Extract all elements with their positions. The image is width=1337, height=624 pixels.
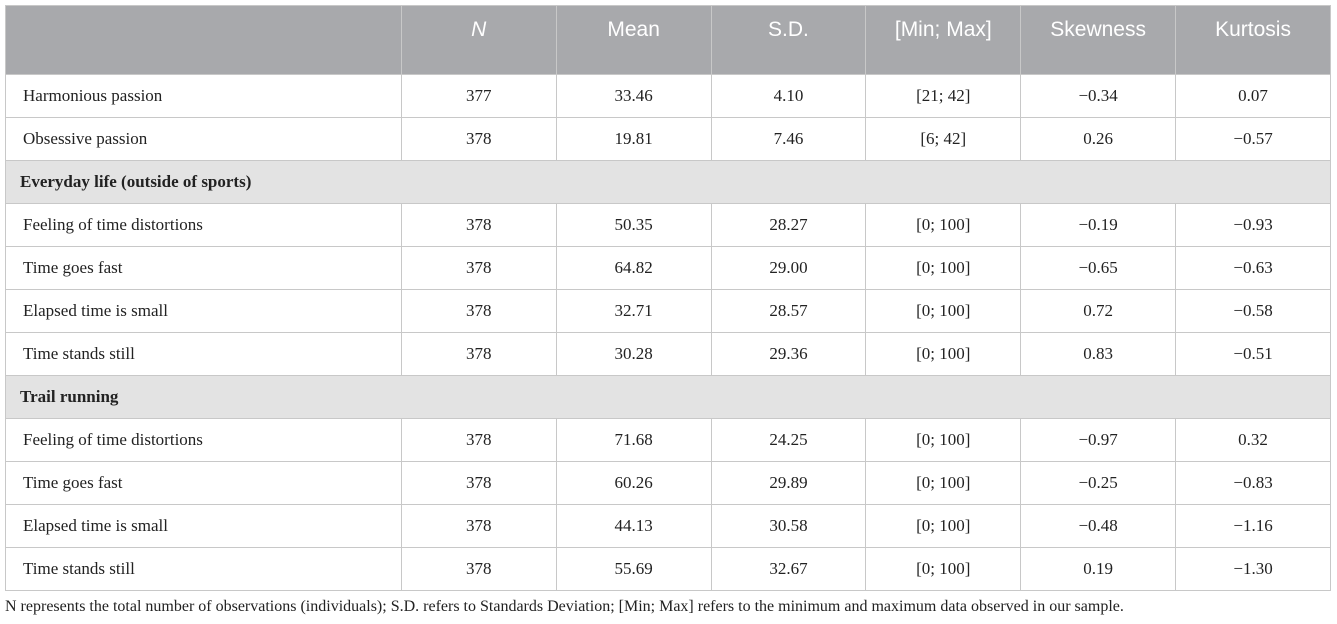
cell-sd: 29.00	[710, 246, 867, 290]
table-row: Obsessive passion 378 19.81 7.46 [6; 42]…	[5, 117, 1331, 161]
cell-n: 377	[400, 74, 557, 118]
table-row: Time stands still 378 55.69 32.67 [0; 10…	[5, 547, 1331, 591]
cell-kurtosis: −0.83	[1175, 461, 1331, 505]
cell-minmax: [0; 100]	[865, 504, 1022, 548]
row-label: Time goes fast	[5, 461, 402, 505]
cell-skewness: −0.48	[1020, 504, 1177, 548]
cell-kurtosis: 0.32	[1175, 418, 1331, 462]
cell-mean: 19.81	[555, 117, 712, 161]
cell-minmax: [6; 42]	[865, 117, 1022, 161]
cell-minmax: [0; 100]	[865, 289, 1022, 333]
cell-n: 378	[400, 504, 557, 548]
cell-skewness: −0.34	[1020, 74, 1177, 118]
cell-sd: 4.10	[710, 74, 867, 118]
cell-skewness: −0.65	[1020, 246, 1177, 290]
cell-kurtosis: −1.30	[1175, 547, 1331, 591]
cell-kurtosis: −0.51	[1175, 332, 1331, 376]
cell-skewness: 0.19	[1020, 547, 1177, 591]
header-cell-n: N	[400, 5, 557, 75]
cell-mean: 64.82	[555, 246, 712, 290]
table-row: Feeling of time distortions 378 71.68 24…	[5, 418, 1331, 462]
cell-skewness: −0.97	[1020, 418, 1177, 462]
header-cell-kurtosis: Kurtosis	[1175, 5, 1331, 75]
cell-minmax: [0; 100]	[865, 203, 1022, 247]
row-label: Time goes fast	[5, 246, 402, 290]
cell-sd: 29.36	[710, 332, 867, 376]
cell-mean: 33.46	[555, 74, 712, 118]
cell-skewness: 0.72	[1020, 289, 1177, 333]
cell-sd: 32.67	[710, 547, 867, 591]
section-title: Everyday life (outside of sports)	[5, 160, 1331, 204]
cell-sd: 28.27	[710, 203, 867, 247]
cell-mean: 55.69	[555, 547, 712, 591]
cell-mean: 50.35	[555, 203, 712, 247]
row-label: Elapsed time is small	[5, 289, 402, 333]
section-header-row: Trail running	[5, 375, 1331, 419]
row-label: Time stands still	[5, 332, 402, 376]
table-row: Time goes fast 378 60.26 29.89 [0; 100] …	[5, 461, 1331, 505]
cell-minmax: [0; 100]	[865, 246, 1022, 290]
cell-n: 378	[400, 461, 557, 505]
header-row: N Mean S.D. [Min; Max] Skewness Kurtosis	[5, 5, 1331, 75]
table-row: Time stands still 378 30.28 29.36 [0; 10…	[5, 332, 1331, 376]
cell-minmax: [21; 42]	[865, 74, 1022, 118]
cell-minmax: [0; 100]	[865, 547, 1022, 591]
cell-n: 378	[400, 289, 557, 333]
cell-mean: 44.13	[555, 504, 712, 548]
cell-mean: 71.68	[555, 418, 712, 462]
cell-minmax: [0; 100]	[865, 461, 1022, 505]
table-row: Elapsed time is small 378 32.71 28.57 [0…	[5, 289, 1331, 333]
table-row: Time goes fast 378 64.82 29.00 [0; 100] …	[5, 246, 1331, 290]
row-label: Harmonious passion	[5, 74, 402, 118]
row-label: Feeling of time distortions	[5, 418, 402, 462]
cell-kurtosis: 0.07	[1175, 74, 1331, 118]
cell-kurtosis: −0.63	[1175, 246, 1331, 290]
row-label: Obsessive passion	[5, 117, 402, 161]
cell-mean: 60.26	[555, 461, 712, 505]
cell-sd: 29.89	[710, 461, 867, 505]
cell-n: 378	[400, 418, 557, 462]
cell-sd: 24.25	[710, 418, 867, 462]
section-title: Trail running	[5, 375, 1331, 419]
cell-skewness: −0.25	[1020, 461, 1177, 505]
header-cell-mean: Mean	[555, 5, 712, 75]
row-label: Time stands still	[5, 547, 402, 591]
cell-n: 378	[400, 246, 557, 290]
cell-n: 378	[400, 547, 557, 591]
descriptive-statistics-table: N Mean S.D. [Min; Max] Skewness Kurtosis…	[5, 5, 1331, 591]
cell-n: 378	[400, 203, 557, 247]
table-row: Feeling of time distortions 378 50.35 28…	[5, 203, 1331, 247]
header-cell-sd: S.D.	[710, 5, 867, 75]
table-row: Harmonious passion 377 33.46 4.10 [21; 4…	[5, 74, 1331, 118]
cell-minmax: [0; 100]	[865, 332, 1022, 376]
cell-skewness: 0.83	[1020, 332, 1177, 376]
cell-sd: 28.57	[710, 289, 867, 333]
header-cell-label	[5, 5, 402, 75]
cell-minmax: [0; 100]	[865, 418, 1022, 462]
cell-mean: 30.28	[555, 332, 712, 376]
cell-skewness: 0.26	[1020, 117, 1177, 161]
header-cell-minmax: [Min; Max]	[865, 5, 1022, 75]
section-header-row: Everyday life (outside of sports)	[5, 160, 1331, 204]
cell-kurtosis: −0.93	[1175, 203, 1331, 247]
table-footnote: N represents the total number of observa…	[5, 598, 1124, 615]
header-cell-skewness: Skewness	[1020, 5, 1177, 75]
cell-n: 378	[400, 332, 557, 376]
cell-skewness: −0.19	[1020, 203, 1177, 247]
cell-sd: 7.46	[710, 117, 867, 161]
row-label: Feeling of time distortions	[5, 203, 402, 247]
cell-kurtosis: −0.57	[1175, 117, 1331, 161]
cell-kurtosis: −1.16	[1175, 504, 1331, 548]
cell-kurtosis: −0.58	[1175, 289, 1331, 333]
cell-n: 378	[400, 117, 557, 161]
row-label: Elapsed time is small	[5, 504, 402, 548]
cell-mean: 32.71	[555, 289, 712, 333]
cell-sd: 30.58	[710, 504, 867, 548]
table-row: Elapsed time is small 378 44.13 30.58 [0…	[5, 504, 1331, 548]
